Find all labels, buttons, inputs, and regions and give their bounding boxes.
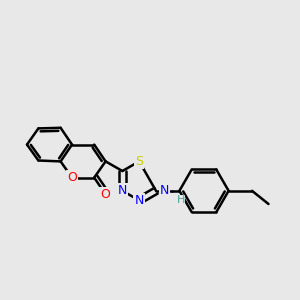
Text: O: O bbox=[67, 171, 77, 184]
Text: H: H bbox=[176, 195, 185, 206]
Text: N: N bbox=[160, 184, 169, 197]
Text: N: N bbox=[118, 184, 127, 197]
Text: S: S bbox=[135, 155, 143, 168]
Text: N: N bbox=[134, 194, 144, 207]
Text: O: O bbox=[101, 188, 110, 201]
